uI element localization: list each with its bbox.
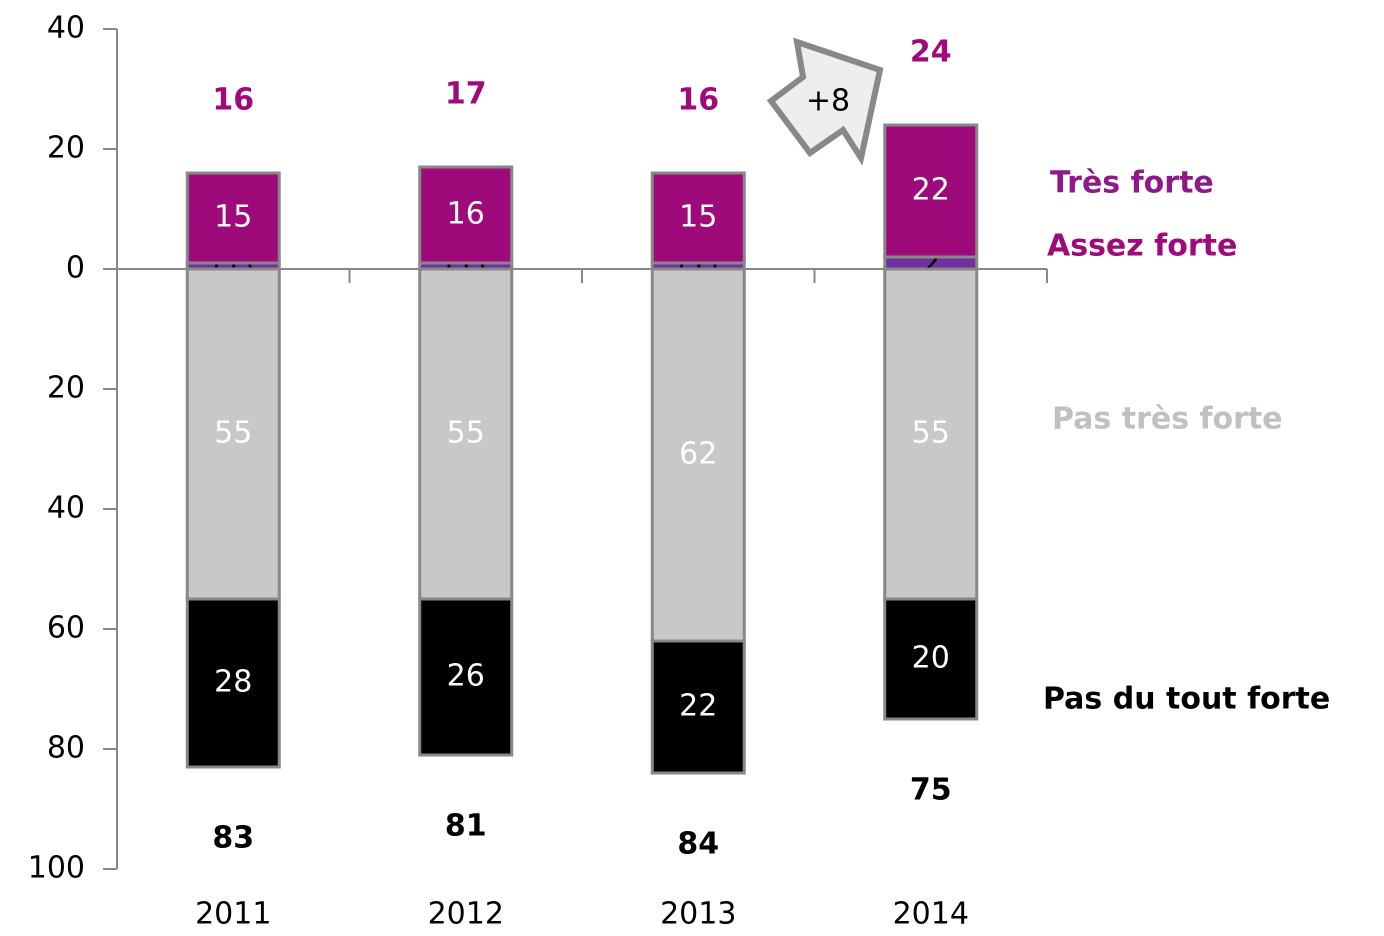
value-label: 15 (214, 200, 252, 235)
y-tick-label: 80 (47, 731, 85, 766)
value-label: 22 (679, 689, 717, 724)
total-label: 75 (910, 773, 952, 808)
total-label: 16 (212, 83, 254, 118)
total-label: 17 (445, 77, 487, 112)
value-label: 26 (447, 659, 485, 694)
value-label: 62 (679, 437, 717, 472)
y-tick-label: 20 (47, 371, 85, 406)
bar-segment (185, 171, 281, 265)
value-label: 28 (214, 665, 252, 700)
annotation: +8 (806, 84, 850, 119)
bar-segment (650, 171, 746, 265)
value-label: 15 (679, 200, 717, 235)
y-tick-label: 40 (47, 11, 85, 46)
legend-label: Pas très forte (1052, 402, 1283, 437)
x-tick-label: 2011 (195, 897, 271, 932)
legend-label: Pas du tout forte (1043, 682, 1330, 717)
bar-segment (418, 165, 514, 265)
x-tick-label: 2013 (660, 897, 736, 932)
value-label: 55 (447, 416, 485, 451)
total-label: 81 (445, 809, 487, 844)
y-tick-label: 40 (47, 491, 85, 526)
bar-segment (883, 123, 979, 259)
y-tick-label: 20 (47, 131, 85, 166)
y-tick-label: 100 (28, 851, 85, 886)
legend-label: Très forte (1050, 166, 1214, 201)
value-label: 20 (912, 641, 950, 676)
x-tick-label: 2012 (428, 897, 504, 932)
bar-segment (883, 597, 979, 721)
total-label: 84 (677, 827, 719, 862)
total-label: 16 (677, 83, 719, 118)
total-label: 24 (910, 35, 952, 70)
legend-label: Assez forte (1047, 229, 1237, 264)
value-label: 55 (912, 416, 950, 451)
y-tick-label: 0 (66, 251, 85, 286)
value-label: 22 (912, 173, 950, 208)
bar-segment (418, 597, 514, 757)
x-tick-label: 2014 (893, 897, 969, 932)
bar-segment (650, 639, 746, 775)
y-tick-label: 60 (47, 611, 85, 646)
value-label: 55 (214, 416, 252, 451)
bar-segment (883, 267, 979, 601)
total-label: 83 (212, 821, 254, 856)
arrow (766, 37, 884, 166)
bar-segment (418, 267, 514, 601)
bar-segment (185, 597, 281, 769)
value-label: 16 (447, 197, 485, 232)
